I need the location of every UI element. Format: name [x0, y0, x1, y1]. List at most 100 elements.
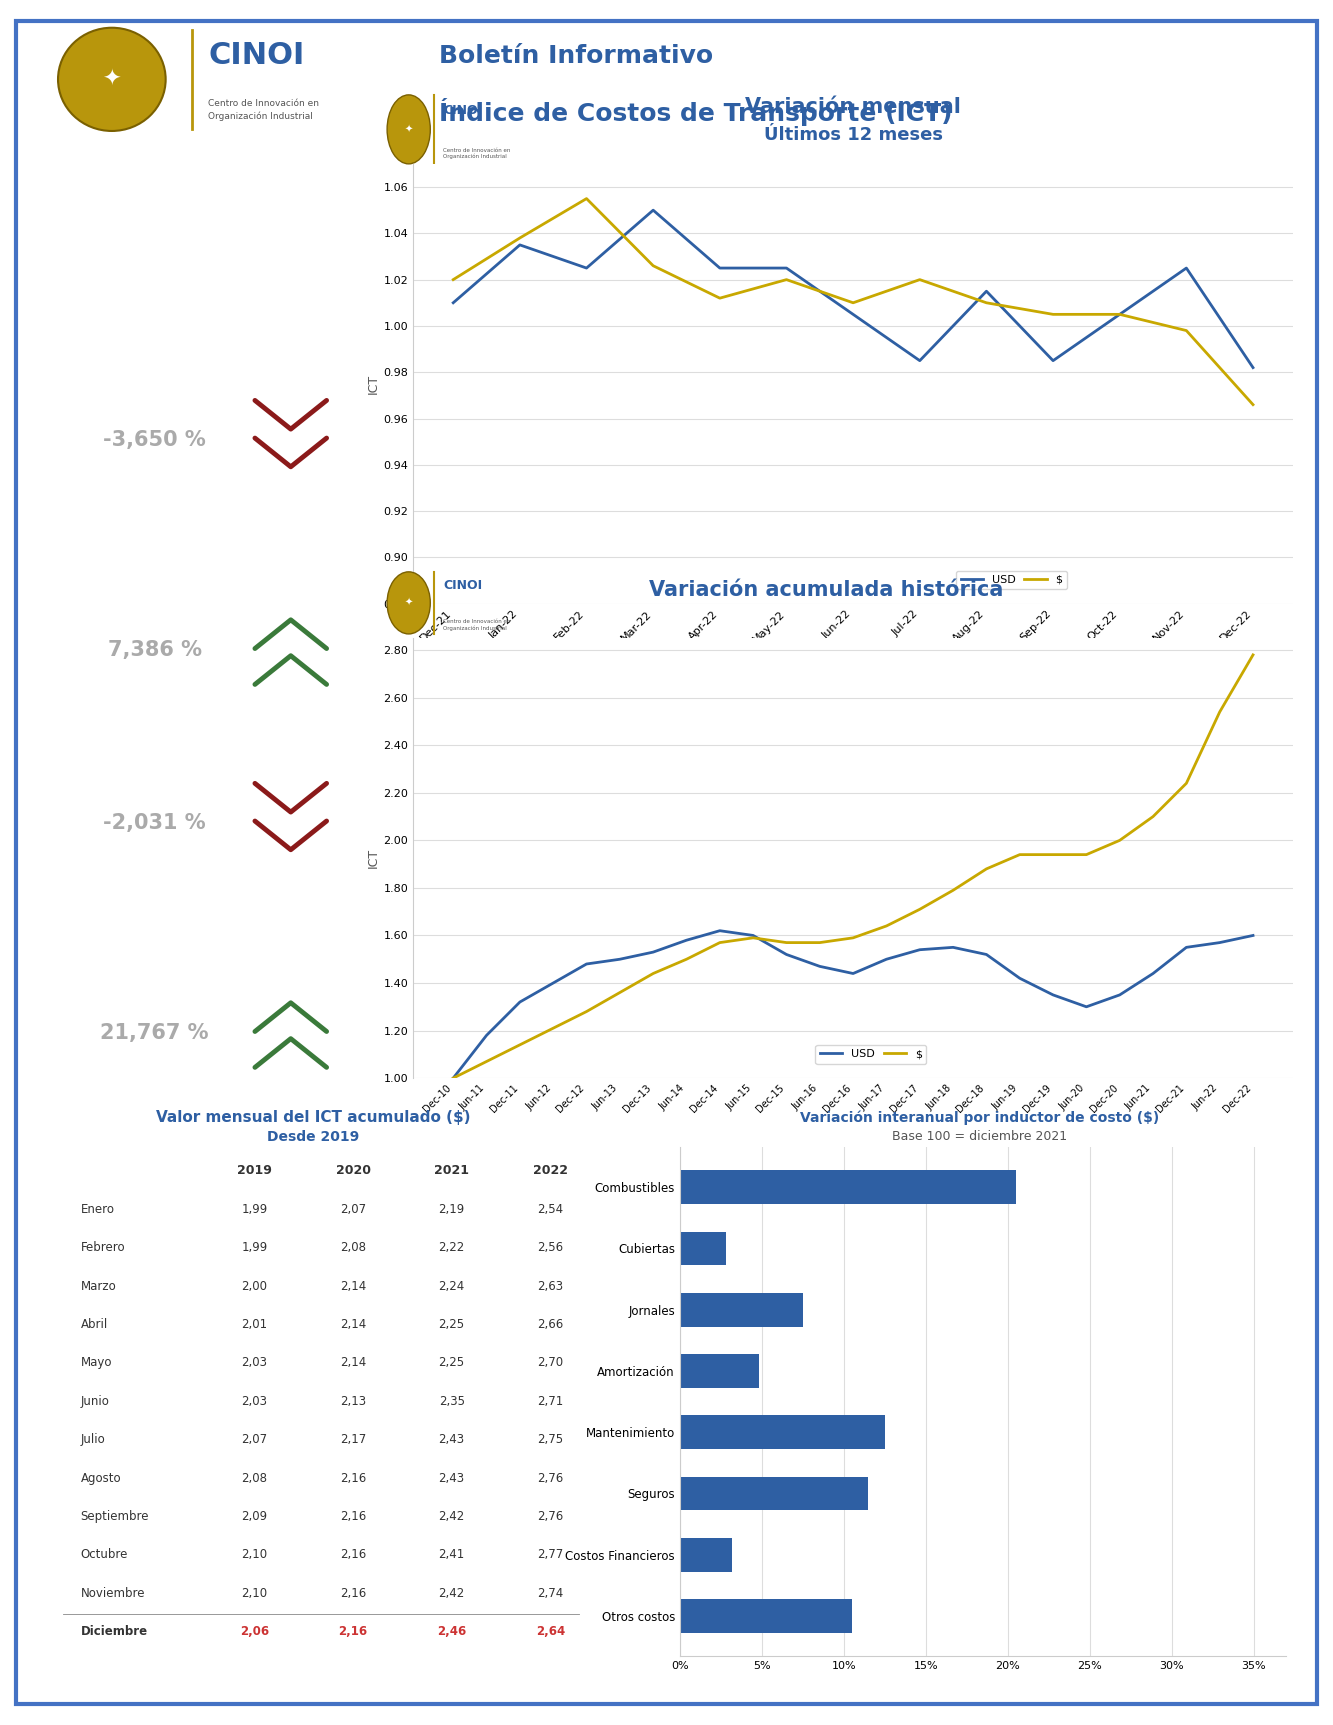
$ — [978, 859, 994, 880]
$ — [812, 932, 828, 952]
$ — [1045, 844, 1061, 864]
USD — [579, 954, 595, 975]
$ — [612, 982, 628, 1002]
$ — [978, 293, 994, 314]
$ — [1078, 844, 1094, 864]
Text: 2,14: 2,14 — [340, 1318, 367, 1332]
Text: 2,64: 2,64 — [536, 1625, 565, 1639]
Text: Junio: Junio — [80, 1396, 109, 1408]
$ — [678, 949, 694, 969]
Y-axis label: ICT: ICT — [367, 374, 380, 393]
Line: $: $ — [453, 198, 1253, 405]
Bar — [680, 1292, 802, 1327]
Text: Centro de Innovación en
Organización Industrial: Centro de Innovación en Organización Ind… — [444, 619, 511, 631]
Text: 2,16: 2,16 — [340, 1471, 367, 1485]
Text: 2,22: 2,22 — [439, 1240, 465, 1254]
$ — [712, 288, 728, 309]
USD — [712, 257, 728, 278]
Text: Boletín Informativo: Boletín Informativo — [439, 43, 713, 67]
$ — [479, 1051, 495, 1071]
USD — [1045, 350, 1061, 371]
Text: 1,99: 1,99 — [241, 1240, 268, 1254]
Bar — [680, 1414, 885, 1449]
Text: Mayo: Mayo — [80, 1356, 112, 1370]
$ — [1178, 321, 1194, 342]
Text: 2,35: 2,35 — [439, 1396, 465, 1408]
Text: 2,25: 2,25 — [439, 1356, 465, 1370]
USD — [945, 937, 961, 957]
$ — [1245, 395, 1261, 416]
Text: 2,43: 2,43 — [439, 1433, 465, 1446]
$ — [1012, 844, 1028, 864]
Text: 2,00: 2,00 — [241, 1280, 268, 1292]
Text: ✦: ✦ — [405, 599, 413, 607]
USD — [1112, 304, 1128, 324]
$ — [745, 928, 761, 949]
Text: 2,71: 2,71 — [537, 1396, 564, 1408]
USD — [479, 1025, 495, 1045]
Text: 2,16: 2,16 — [340, 1549, 367, 1561]
Text: 2,66: 2,66 — [537, 1318, 564, 1332]
USD — [545, 973, 561, 994]
Text: 2,07: 2,07 — [241, 1433, 268, 1446]
USD — [612, 949, 628, 969]
$ — [1045, 304, 1061, 324]
Bar — [680, 1539, 732, 1571]
Legend: USD, $: USD, $ — [956, 571, 1066, 590]
Bar — [680, 1599, 852, 1634]
Text: 2,16: 2,16 — [340, 1509, 367, 1523]
Text: 2,54: 2,54 — [537, 1202, 564, 1216]
USD — [845, 304, 861, 324]
Text: 2,63: 2,63 — [537, 1280, 564, 1292]
$ — [945, 880, 961, 900]
Text: 2,25: 2,25 — [439, 1318, 465, 1332]
USD — [1112, 985, 1128, 1006]
Text: CINOI: CINOI — [208, 41, 304, 71]
Text: Julio: Julio — [80, 1433, 105, 1446]
Text: ICT: ICT — [156, 209, 211, 238]
Text: 2,77: 2,77 — [537, 1549, 564, 1561]
$ — [1245, 645, 1261, 666]
Text: ✦: ✦ — [103, 69, 121, 90]
Text: 2,42: 2,42 — [439, 1509, 465, 1523]
USD — [645, 942, 661, 963]
Text: Últimos 12 meses: Últimos 12 meses — [764, 126, 942, 143]
$ — [1212, 702, 1228, 723]
Text: 2,76: 2,76 — [537, 1509, 564, 1523]
Text: Centro de Innovación en
Organización Industrial: Centro de Innovación en Organización Ind… — [208, 98, 319, 121]
Text: Noviembre: Noviembre — [80, 1587, 145, 1599]
$ — [912, 269, 928, 290]
Text: 21,767 %: 21,767 % — [100, 1023, 209, 1044]
Text: Variación interanual por inductor de costo ($): Variación interanual por inductor de cos… — [800, 1111, 1160, 1125]
$ — [878, 916, 894, 937]
Text: Enero: Enero — [80, 1202, 115, 1216]
USD — [778, 257, 794, 278]
Text: interanual (USD): interanual (USD) — [128, 926, 239, 938]
Text: CINOI: CINOI — [444, 580, 483, 592]
Text: Agosto: Agosto — [80, 1471, 121, 1485]
Bar — [680, 1232, 725, 1264]
USD — [1245, 357, 1261, 378]
Text: CINOI: CINOI — [444, 104, 483, 117]
Text: Variación acumulada: Variación acumulada — [115, 899, 252, 913]
Text: 2,06: 2,06 — [240, 1625, 269, 1639]
Line: USD: USD — [453, 210, 1253, 367]
Text: 2,10: 2,10 — [241, 1587, 268, 1599]
Legend: USD, $: USD, $ — [816, 1045, 926, 1064]
Text: Índice de Costos de Transporte (ICT): Índice de Costos de Transporte (ICT) — [439, 98, 952, 126]
USD — [512, 235, 528, 255]
$ — [645, 255, 661, 276]
Text: 2021: 2021 — [435, 1164, 469, 1176]
Text: Base 100 = diciembre 2021: Base 100 = diciembre 2021 — [115, 576, 252, 585]
Text: 2,70: 2,70 — [537, 1356, 564, 1370]
Text: 2,75: 2,75 — [537, 1433, 564, 1446]
USD — [1178, 257, 1194, 278]
Text: 1,99: 1,99 — [241, 1202, 268, 1216]
USD — [445, 1068, 461, 1088]
$ — [445, 269, 461, 290]
Text: 2,56: 2,56 — [537, 1240, 564, 1254]
Text: 2,08: 2,08 — [241, 1471, 268, 1485]
USD — [912, 940, 928, 961]
Text: 2,13: 2,13 — [340, 1396, 367, 1408]
$ — [645, 963, 661, 983]
